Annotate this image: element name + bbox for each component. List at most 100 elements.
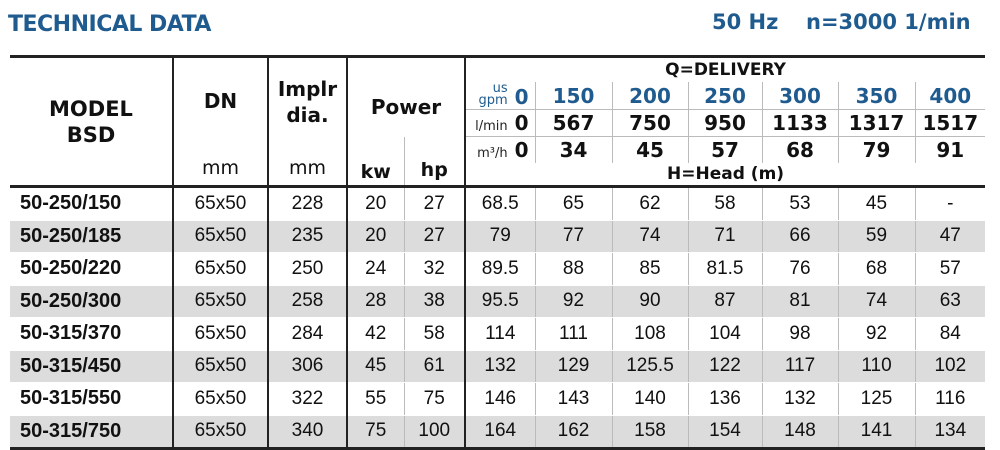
head-cell: 90 (612, 285, 689, 318)
lmin-cell: 950 (688, 109, 763, 137)
table-row: 50-315/550 65x50 322 55 75 146 143 140 136 132 125… (10, 382, 986, 416)
delivery-header: Q=DELIVERY (665, 60, 786, 80)
impeller-header: Implr dia. mm (268, 56, 348, 187)
model-cell: 50-250/300 (10, 285, 174, 318)
head-cell: 132 (762, 382, 839, 416)
lmin-cell: 750 (612, 109, 689, 137)
head-cell: 111 (535, 317, 613, 351)
dn-cell: 65x50 (173, 317, 269, 351)
head-cell: 45 (838, 186, 916, 221)
head-cell: 63 (915, 285, 986, 318)
head-cell: 92 (535, 285, 613, 318)
head-cell: 146 (465, 382, 536, 416)
head-cell: 104 (688, 317, 763, 351)
head-cell: 110 (838, 350, 916, 383)
table-row: 50-250/300 65x50 258 28 38 95.5 92 90 87 81 74 63 (10, 285, 986, 318)
head-header: H=Head (m) (667, 164, 785, 184)
hp-header: hp (404, 136, 466, 187)
impeller-cell: 340 (268, 415, 348, 449)
gpm-cell: 250 (688, 82, 763, 110)
head-cell: 62 (612, 186, 689, 221)
impeller-cell: 322 (268, 382, 348, 416)
gpm-cell-0: us gpm 0 (465, 80, 536, 110)
head-cell: 53 (762, 186, 839, 221)
impeller-label-2: dia. (286, 103, 329, 127)
head-cell: 81 (762, 285, 839, 318)
head-cell: 92 (838, 317, 916, 351)
head-cell: 102 (915, 350, 986, 383)
dn-label: DN (203, 89, 238, 113)
m3h-cell-0: m³/h 0 (465, 136, 536, 163)
head-cell: 117 (762, 350, 839, 383)
impeller-cell: 306 (268, 350, 348, 383)
head-cell: - (915, 186, 986, 221)
head-cell: 84 (915, 317, 986, 351)
speed-label: n=3000 1/min (806, 10, 971, 34)
m3h-cell: 91 (936, 138, 965, 162)
head-cell: 88 (535, 252, 613, 286)
head-cell: 57 (915, 252, 986, 286)
frequency-label: 50 Hz (712, 10, 779, 34)
head-cell: 81.5 (688, 252, 763, 286)
model-cell: 50-315/550 (10, 382, 174, 416)
dn-cell: 65x50 (173, 285, 269, 318)
head-cell: 79 (465, 220, 536, 253)
model-cell: 50-315/370 (10, 317, 174, 351)
head-cell: 65 (535, 186, 613, 221)
impeller-unit: mm (288, 157, 327, 179)
model-sub-label: BSD (66, 123, 116, 147)
m3h-cell: 45 (612, 136, 689, 163)
kw-cell: 42 (347, 317, 405, 351)
model-header: MODEL BSD (10, 56, 174, 187)
head-cell: 141 (838, 415, 916, 449)
head-cell: 68 (838, 252, 916, 286)
head-cell: 122 (688, 350, 763, 383)
table-row: 50-250/185 65x50 235 20 27 79 77 74 71 66 59 47 (10, 220, 986, 253)
gpm-cell: 200 (612, 82, 689, 110)
dn-cell: 65x50 (173, 220, 269, 253)
dn-cell: 65x50 (173, 415, 269, 449)
head-cell: 87 (688, 285, 763, 318)
gpm-unit: us gpm (478, 80, 508, 108)
dn-cell: 65x50 (173, 382, 269, 416)
head-cell: 140 (612, 382, 689, 416)
head-cell: 143 (535, 382, 613, 416)
head-cell: 74 (612, 220, 689, 253)
dn-header: DN mm (173, 56, 269, 187)
hp-cell: 58 (404, 317, 466, 351)
model-cell: 50-250/150 (10, 186, 174, 221)
m3h-unit: m³/h (477, 146, 508, 161)
head-cell: 77 (535, 220, 613, 253)
head-cell: 76 (762, 252, 839, 286)
impeller-cell: 235 (268, 220, 348, 253)
table-row: 50-250/150 65x50 228 20 27 68.5 65 62 58 53 45- (10, 186, 986, 221)
hp-cell: 75 (404, 382, 466, 416)
impeller-cell: 228 (268, 186, 348, 221)
model-cell: 50-315/450 (10, 350, 174, 383)
head-cell: 85 (612, 252, 689, 286)
m3h-cell: 68 (762, 136, 839, 163)
kw-header: kw (347, 136, 405, 187)
head-cell: 158 (612, 415, 689, 449)
head-cell: 58 (688, 186, 763, 221)
m3h-cell: 57 (688, 136, 763, 163)
head-cell: 95.5 (465, 285, 536, 318)
lmin-cell-0: l/min 0 (465, 109, 536, 137)
head-cell: 116 (915, 382, 986, 416)
impeller-cell: 284 (268, 317, 348, 351)
head-cell: 68.5 (465, 186, 536, 221)
lmin-cell: 1133 (762, 109, 839, 137)
head-cell: 154 (688, 415, 763, 449)
table-row: 50-315/370 65x50 284 42 58 114 111 108 104 98 92 84 (10, 317, 986, 351)
hp-cell: 61 (404, 350, 466, 383)
impeller-cell: 250 (268, 252, 348, 286)
lmin-unit: l/min (475, 119, 508, 134)
head-cell: 59 (838, 220, 916, 253)
hp-cell: 27 (404, 186, 466, 221)
model-header-label: MODEL (49, 97, 133, 121)
kw-cell: 75 (347, 415, 405, 449)
head-cell: 66 (762, 220, 839, 253)
m3h-cell: 34 (535, 136, 613, 163)
head-cell: 148 (762, 415, 839, 449)
hp-cell: 100 (404, 415, 466, 449)
